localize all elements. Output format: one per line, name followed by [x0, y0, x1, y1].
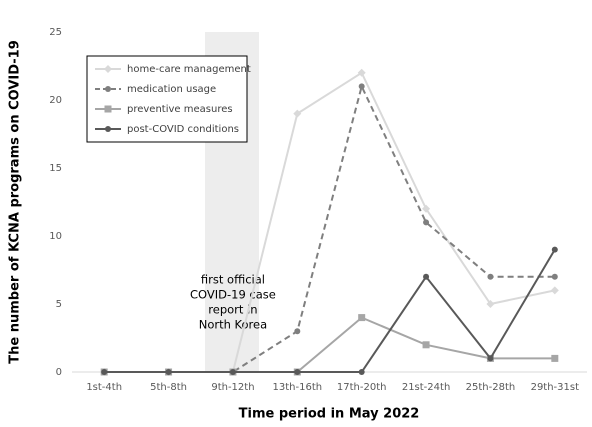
x-tick-label: 29th-31st: [531, 382, 580, 393]
marker: [294, 369, 301, 375]
x-axis-title: Time period in May 2022: [239, 407, 420, 422]
marker: [422, 204, 431, 213]
y-tick-label: 0: [56, 367, 62, 378]
marker: [423, 273, 430, 280]
marker: [550, 286, 559, 295]
series-line: [104, 249, 556, 373]
legend-marker: [104, 105, 112, 113]
marker: [357, 68, 366, 77]
marker: [487, 355, 494, 362]
marker: [551, 273, 558, 280]
series-line: [104, 316, 555, 373]
marker: [358, 314, 366, 322]
marker: [294, 328, 301, 335]
marker: [358, 369, 365, 375]
marker: [551, 354, 559, 362]
legend-marker: [105, 126, 111, 132]
legend-label: preventive measures: [127, 104, 233, 115]
marker: [423, 219, 430, 226]
y-tick-label: 20: [49, 95, 62, 106]
marker: [358, 83, 365, 90]
marker: [486, 300, 495, 308]
marker: [165, 369, 172, 375]
y-axis-title: The number of KCNA programs on COVID-19: [8, 40, 23, 364]
x-tick-label: 1st-4th: [86, 382, 122, 393]
legend-marker: [105, 86, 111, 92]
annotation: first official: [201, 273, 265, 287]
marker: [229, 369, 236, 375]
x-tick-label: 25th-28th: [466, 382, 516, 393]
annotation: COVID-19 case: [190, 288, 276, 302]
marker: [487, 273, 494, 280]
legend-box: [86, 55, 248, 143]
annotation: report in: [208, 303, 257, 317]
annotation: North Korea: [199, 318, 267, 332]
marker: [101, 369, 108, 375]
y-tick-label: 25: [49, 27, 62, 38]
legend-label: post-COVID conditions: [127, 124, 239, 135]
marker: [293, 109, 302, 118]
marker: [551, 246, 558, 253]
x-tick-label: 9th-12th: [211, 382, 254, 393]
x-tick-label: 21st-24th: [402, 382, 450, 393]
x-tick-label: 5th-8th: [150, 382, 187, 393]
marker: [422, 341, 430, 349]
legend-label: medication usage: [127, 84, 216, 95]
y-tick-label: 10: [49, 231, 62, 242]
legend-marker: [104, 65, 112, 73]
legend-label: home-care management: [127, 64, 251, 75]
y-tick-label: 5: [56, 299, 62, 310]
x-tick-label: 17th-20th: [337, 382, 387, 393]
y-tick-label: 15: [49, 163, 62, 174]
x-tick-label: 13th-16th: [273, 382, 323, 393]
